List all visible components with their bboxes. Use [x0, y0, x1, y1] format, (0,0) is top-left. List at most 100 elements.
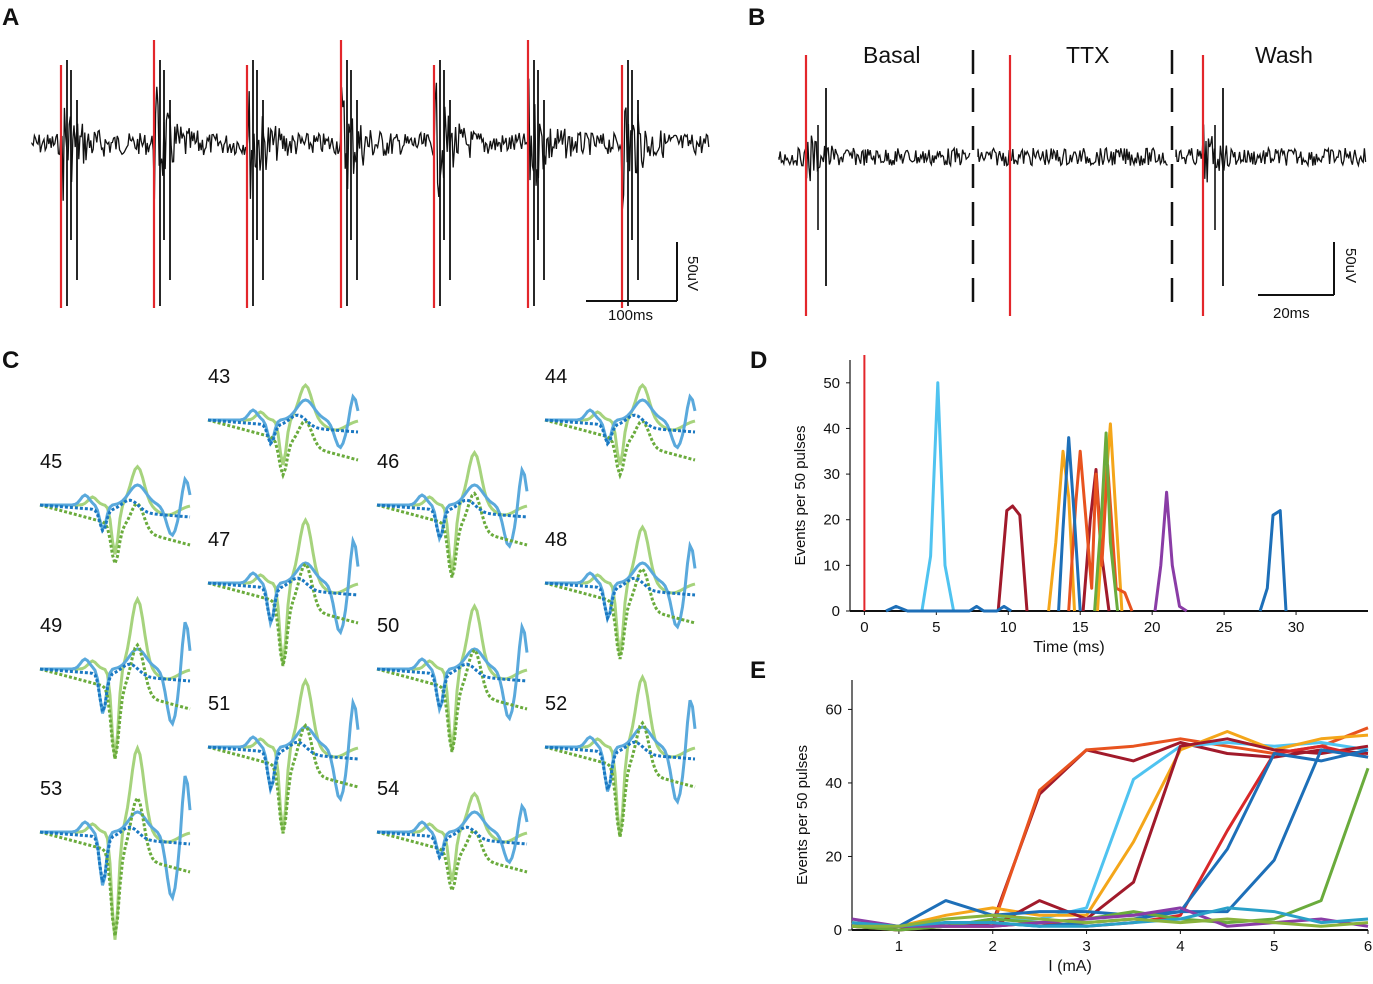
waveform-green-53: [40, 744, 191, 940]
panel-e-chart: 0 20 40 60 1 2 3 4 5 6 I (mA) Events per 50 pulses: [794, 680, 1372, 975]
waveform-green-43: [208, 383, 359, 466]
panel-label-d: D: [750, 347, 767, 374]
x-tick-label: 2: [989, 938, 997, 955]
panel-label-a: A: [2, 4, 19, 31]
y-tick-label: 20: [825, 848, 842, 865]
series-baseline-bumps: [885, 604, 1013, 613]
waveform-mean-green-43: [207, 418, 359, 480]
panel-d-chart: 0 10 20 30 40 50 0 5 10 15 20 25 30 Time (ms) Events p…: [792, 355, 1368, 656]
unit-id-54: 54: [377, 778, 399, 800]
scale-voltage-label-b: 50uV: [1342, 248, 1359, 283]
unit-id-45: 45: [40, 451, 62, 473]
x-tick-label: 5: [932, 619, 940, 636]
waveform-mean-green-54: [376, 828, 528, 896]
waveform-mean-green-45: [39, 501, 191, 569]
series-olive: [852, 913, 1369, 928]
y-tick-label: 0: [834, 922, 842, 939]
waveform-mean-blue-48: [544, 576, 696, 623]
waveform-mean-blue-45: [39, 498, 191, 534]
unit-id-49: 49: [40, 615, 62, 637]
series-teal: [851, 906, 1369, 928]
panel-b-scale-bar: 20ms 50uV: [1258, 242, 1359, 322]
series-dark-red-2: [851, 737, 1369, 932]
waveform-green-54: [377, 791, 528, 882]
x-tick-label: 15: [1072, 619, 1089, 636]
series-blue-2: [1258, 509, 1288, 612]
series-blue-1: [852, 748, 1369, 928]
panel-b-labels: Basal TTX Wash: [863, 42, 1313, 68]
waveform-mean-blue-43: [207, 413, 359, 447]
unit-id-44: 44: [545, 366, 567, 388]
waveform-blue-45: [40, 475, 192, 538]
waveform-blue-46: [377, 465, 529, 549]
waveform-mean-blue-49: [39, 662, 191, 717]
x-tick-label: 0: [860, 619, 868, 636]
x-tick-label: 1: [895, 938, 903, 955]
waveform-mean-green-53: [39, 794, 191, 937]
waveform-green-45: [40, 464, 191, 555]
waveform-mean-blue-50: [376, 662, 528, 713]
waveform-green-44: [545, 383, 696, 466]
y-tick-label: 50: [823, 375, 840, 392]
unit-id-48: 48: [545, 529, 567, 551]
unit-id-46: 46: [377, 451, 399, 473]
waveform-blue-53: [40, 775, 192, 902]
x-tick-label: 30: [1288, 619, 1305, 636]
panel-a-scale-bar: 100ms 50uV: [586, 242, 701, 324]
y-axis-label: Events per 50 pulses: [792, 425, 809, 565]
waveform-mean-green-46: [376, 491, 528, 578]
waveform-mean-blue-51: [207, 740, 359, 793]
waveform-mean-green-48: [544, 566, 696, 660]
unit-id-51: 51: [208, 693, 230, 715]
waveform-green-48: [545, 524, 696, 656]
panel-a-recording: [31, 40, 710, 308]
waveform-mean-blue-46: [376, 498, 528, 543]
voltage-trace-b: [1175, 124, 1367, 183]
panel-label-c: C: [2, 347, 19, 374]
waveform-mean-blue-53: [39, 825, 191, 883]
panel-b-recording: [778, 50, 1367, 316]
waveform-blue-51: [208, 696, 360, 803]
x-axis-label: I (mA): [1048, 958, 1092, 975]
condition-wash: Wash: [1255, 42, 1313, 68]
condition-basal: Basal: [863, 42, 921, 68]
waveform-mean-blue-44: [544, 413, 696, 447]
waveform-green-49: [40, 595, 191, 760]
scale-time-label-b: 20ms: [1273, 305, 1310, 322]
series-dark-red-1: [996, 504, 1029, 612]
unit-id-52: 52: [545, 693, 567, 715]
waveform-green-52: [545, 673, 696, 838]
y-tick-label: 40: [825, 775, 842, 792]
voltage-trace-b: [977, 146, 1168, 167]
series-green: [1093, 431, 1120, 612]
x-tick-label: 3: [1082, 938, 1090, 955]
waveform-mean-green-47: [207, 561, 359, 667]
waveform-green-46: [377, 449, 528, 573]
waveform-blue-48: [545, 540, 697, 630]
waveform-blue-50: [377, 621, 529, 722]
x-tick-label: 6: [1364, 938, 1372, 955]
waveform-mean-green-44: [544, 418, 696, 480]
panel-label-b: B: [748, 4, 765, 31]
waveform-mean-blue-52: [544, 740, 696, 795]
y-axis-label: Events per 50 pulses: [794, 745, 811, 885]
x-tick-label: 4: [1176, 938, 1184, 955]
x-tick-label: 20: [1144, 619, 1161, 636]
unit-id-50: 50: [377, 615, 399, 637]
voltage-trace-a: [31, 78, 710, 209]
x-axis-label: Time (ms): [1033, 639, 1104, 656]
scale-voltage-label-a: 50uV: [684, 256, 701, 291]
y-tick-label: 10: [823, 557, 840, 574]
waveform-mean-green-52: [544, 720, 696, 838]
series-purple: [1153, 490, 1188, 613]
series-green: [851, 767, 1370, 932]
x-tick-label: 25: [1216, 619, 1233, 636]
series-light-blue: [920, 381, 956, 612]
waveform-blue-49: [40, 621, 192, 728]
y-tick-label: 40: [823, 420, 840, 437]
y-tick-label: 0: [832, 603, 840, 620]
condition-ttx: TTX: [1066, 42, 1109, 68]
series-orange: [851, 730, 1369, 928]
waveform-blue-47: [208, 535, 360, 636]
